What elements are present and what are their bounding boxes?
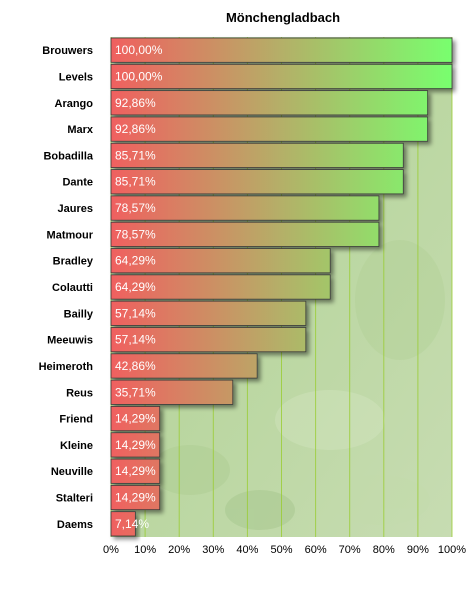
bar	[110, 458, 161, 484]
bar	[110, 353, 258, 379]
bar	[110, 379, 234, 405]
data-label: 64,29%	[115, 280, 156, 294]
category-label: Kleine	[60, 440, 93, 452]
x-tick-label: 90%	[407, 544, 429, 556]
chart-title: Mönchengladbach	[226, 10, 340, 25]
x-tick-label: 70%	[339, 544, 361, 556]
data-label: 85,71%	[115, 148, 156, 162]
bar	[110, 300, 307, 326]
data-label: 35,71%	[115, 385, 156, 399]
bar	[110, 432, 161, 458]
data-label: 92,86%	[115, 122, 156, 136]
data-labels: 100,00% 100,00% 92,86% 92,86% 85,71% 85,71% 78…	[115, 43, 163, 531]
bar	[110, 221, 380, 247]
data-label: 92,86%	[115, 96, 156, 110]
category-label: Reus	[66, 387, 93, 399]
category-label: Bobadilla	[43, 150, 93, 162]
data-label: 14,29%	[115, 438, 156, 452]
bar	[110, 142, 404, 168]
category-label: Stalteri	[56, 493, 93, 505]
bar	[110, 511, 136, 537]
data-label: 85,71%	[115, 175, 156, 189]
category-label: Jaures	[58, 203, 93, 215]
bar	[110, 327, 307, 353]
data-label: 100,00%	[115, 69, 163, 83]
category-labels: Brouwers Levels Arango Marx Bobadilla Dante Ja…	[39, 45, 94, 531]
category-label: Daems	[57, 519, 93, 531]
data-label: 7,14%	[115, 517, 149, 531]
bar	[110, 406, 161, 432]
x-axis-tick-labels: 0% 10% 20% 30% 40% 50% 60% 70% 80% 90% 100%	[103, 544, 466, 556]
category-label: Arango	[55, 98, 94, 110]
data-label: 42,86%	[115, 359, 156, 373]
data-label: 57,14%	[115, 306, 156, 320]
category-label: Colautti	[52, 282, 93, 294]
bar	[110, 63, 453, 90]
bar	[110, 169, 404, 195]
x-tick-label: 50%	[270, 544, 292, 556]
category-label: Neuville	[51, 466, 93, 478]
bar	[110, 484, 161, 511]
bar	[110, 37, 453, 63]
category-label: Friend	[59, 414, 93, 426]
category-label: Brouwers	[42, 45, 93, 57]
x-tick-label: 40%	[236, 544, 258, 556]
category-label: Dante	[62, 177, 93, 189]
x-tick-label: 60%	[305, 544, 327, 556]
data-label: 100,00%	[115, 43, 163, 57]
bar	[110, 248, 331, 274]
data-label: 57,14%	[115, 333, 156, 347]
data-label: 14,29%	[115, 464, 156, 478]
data-label: 14,29%	[115, 412, 156, 426]
category-label: Matmour	[47, 229, 94, 241]
x-tick-label: 20%	[168, 544, 190, 556]
x-tick-label: 80%	[373, 544, 395, 556]
category-label: Bailly	[64, 308, 94, 320]
data-label: 64,29%	[115, 254, 156, 268]
x-tick-label: 10%	[134, 544, 156, 556]
category-label: Meeuwis	[47, 335, 93, 347]
x-tick-label: 0%	[103, 544, 119, 556]
background-texture	[150, 240, 445, 530]
data-label: 78,57%	[115, 201, 156, 215]
category-label: Heimeroth	[39, 361, 94, 373]
category-label: Marx	[67, 124, 94, 136]
bar	[110, 195, 380, 221]
data-label: 14,29%	[115, 491, 156, 505]
bars	[110, 37, 453, 537]
data-label: 78,57%	[115, 227, 156, 241]
x-tick-label: 30%	[202, 544, 224, 556]
bar	[110, 116, 429, 142]
category-label: Levels	[59, 71, 93, 83]
x-tick-label: 100%	[438, 544, 466, 556]
bar	[110, 90, 429, 116]
bar	[110, 274, 331, 300]
category-label: Bradley	[53, 256, 94, 268]
